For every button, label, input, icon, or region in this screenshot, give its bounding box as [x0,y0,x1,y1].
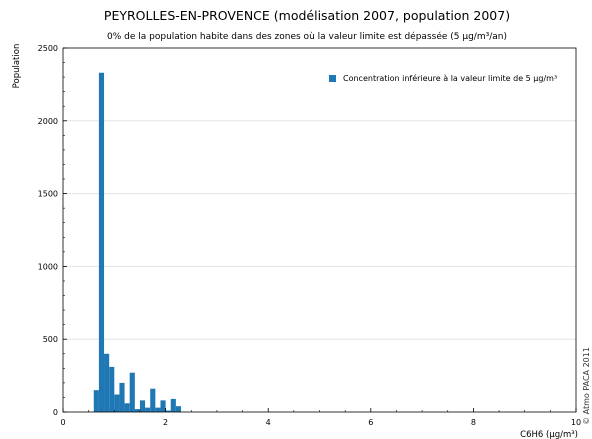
histogram-bar [98,72,105,412]
y-tick-label: 2500 [38,44,58,53]
x-tick-label: 0 [60,418,65,427]
x-tick-label: 6 [368,418,373,427]
histogram-bar [93,390,99,412]
x-tick-label: 2 [163,418,168,427]
histogram-bar [119,382,125,412]
legend-label: Concentration inférieure à la valeur lim… [343,73,557,83]
histogram-bar [124,403,130,412]
y-axis-ticks: 0 500 1000 1500 2000 2500 [38,44,67,417]
y-tick-label: 0 [53,408,58,417]
y-axis-label: Population [12,44,22,89]
histogram-bar [155,407,161,412]
x-tick-label: 8 [471,418,476,427]
y-tick-label: 2000 [38,117,58,126]
histogram-bar [170,398,176,412]
histogram-bar [175,406,181,412]
histogram-bar [165,410,171,412]
x-axis-label: C6H6 (µg/m³) [520,430,578,439]
plot-frame [62,47,577,413]
chart-title: PEYROLLES-EN-PROVENCE (modélisation 2007… [104,8,510,23]
histogram-bar [129,372,135,412]
x-tick-label: 10 [571,418,581,427]
histogram-bar [104,353,110,412]
y-tick-label: 1000 [38,262,58,271]
x-tick-label: 4 [266,418,271,427]
histogram-bar [134,409,140,412]
copyright-watermark: © Atmo PACA 2011 [582,347,591,425]
histogram-bar [160,400,166,412]
x-axis-ticks: 0 2 4 6 8 10 [60,408,581,427]
histogram-bar [114,394,120,412]
y-tick-label: 500 [43,335,58,344]
bars [93,72,181,412]
histogram-bar [139,400,146,412]
histogram-bar [150,388,156,412]
grid-lines [63,120,576,340]
legend-swatch [329,75,336,82]
chart-subtitle: 0% de la population habite dans des zone… [107,31,507,42]
histogram-bar [109,366,115,412]
legend: Concentration inférieure à la valeur lim… [329,73,557,83]
histogram-bar [145,407,151,412]
y-tick-label: 1500 [38,190,58,199]
